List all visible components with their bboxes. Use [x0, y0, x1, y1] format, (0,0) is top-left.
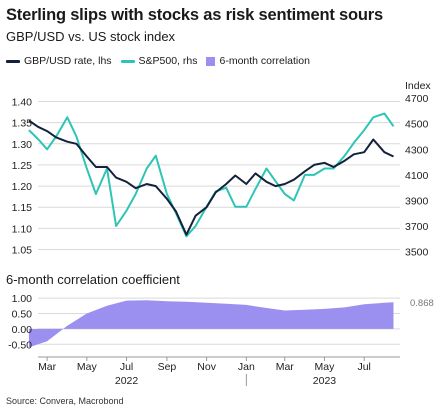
y-right-tick-label: 4500	[405, 119, 429, 131]
x-month-label: Mar	[276, 361, 295, 373]
legend-label-correlation: 6-month correlation	[219, 55, 310, 67]
legend: GBP/USD rate, lhs S&P500, rhs 6-month co…	[6, 55, 319, 67]
y-left-tick-label: 1.25	[12, 160, 33, 172]
axis-labels-layer: 1.40 1.35 1.30 1.25 1.20 1.15 1.10 1.05 4700 4500…	[8, 80, 434, 387]
chart-subtitle: GBP/USD vs. US stock index	[6, 29, 176, 44]
top-panel-gridlines	[38, 100, 400, 251]
correlation-panel-title: 6-month correlation coefficient	[6, 272, 180, 287]
y-right-tick-label: 3500	[405, 247, 429, 259]
x-month-label: Jan	[238, 361, 255, 373]
series-line-gbpusd	[28, 119, 394, 236]
legend-item-correlation: 6-month correlation	[206, 55, 310, 67]
y-correlation-tick-label: -0.50	[8, 339, 32, 351]
y-correlation-tick-label: 1.00	[12, 293, 33, 305]
legend-swatch-sp500	[120, 59, 135, 63]
chart-title: Sterling slips with stocks as risk senti…	[6, 6, 383, 24]
x-month-label: Jul	[357, 361, 370, 373]
x-month-label: Nov	[197, 361, 216, 373]
y-right-tick-label: 4700	[405, 93, 429, 105]
x-month-label: Sep	[158, 361, 177, 373]
legend-item-sp500: S&P500, rhs	[120, 55, 198, 67]
y-correlation-tick-label: 0.00	[12, 324, 33, 336]
y-left-tick-label: 1.30	[12, 139, 33, 151]
legend-label-gbpusd: GBP/USD rate, lhs	[24, 55, 112, 67]
y-left-tick-label: 1.05	[12, 245, 33, 257]
y-right-tick-label: 3900	[405, 195, 429, 207]
y-left-tick-label: 1.20	[12, 181, 33, 193]
correlation-area	[28, 300, 394, 348]
y-right-axis-label: Index	[405, 80, 431, 92]
y-left-tick-label: 1.15	[12, 202, 33, 214]
y-right-tick-label: 4300	[405, 144, 429, 156]
x-month-label: Jul	[120, 361, 133, 373]
x-year-label: 2022	[115, 375, 139, 387]
correlation-area-layer	[28, 300, 394, 348]
x-month-label: Mar	[38, 361, 57, 373]
source-note: Source: Convera, Macrobond	[6, 396, 124, 406]
legend-swatch-correlation	[206, 56, 216, 66]
y-right-tick-label: 3700	[405, 221, 429, 233]
correlation-last-value-label: 0.868	[410, 298, 434, 309]
legend-swatch-gbpusd	[6, 59, 20, 63]
x-month-label: May	[315, 361, 336, 373]
x-year-label: 2023	[313, 375, 337, 387]
y-left-tick-label: 1.35	[12, 118, 33, 130]
y-left-tick-label: 1.10	[12, 223, 33, 235]
y-left-tick-label: 1.40	[12, 96, 33, 108]
legend-item-gbpusd: GBP/USD rate, lhs	[6, 55, 112, 67]
series-line-sp500	[28, 112, 395, 238]
legend-label-sp500: S&P500, rhs	[138, 55, 198, 67]
y-right-tick-label: 4100	[405, 170, 429, 182]
y-correlation-tick-label: 0.50	[12, 309, 33, 321]
price-lines-layer	[28, 112, 395, 238]
x-month-label: May	[77, 361, 98, 373]
